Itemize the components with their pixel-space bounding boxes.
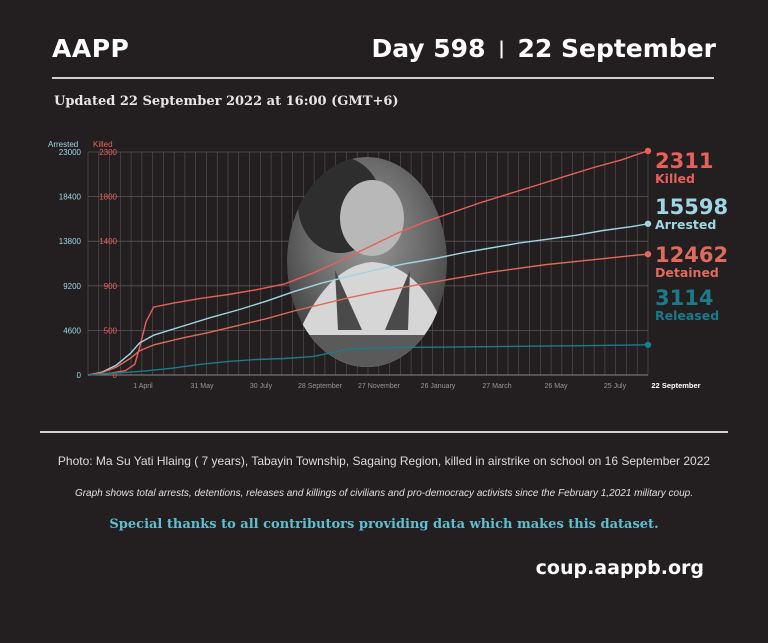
name-label-arrested: Arrested — [655, 217, 716, 232]
victim-photo — [287, 157, 447, 367]
series-line-killed — [87, 150, 649, 376]
y-tick-killed: 1800 — [99, 193, 117, 202]
x-tick-label: 28 September — [298, 383, 343, 390]
end-marker-killed — [644, 147, 652, 155]
series-line-released — [87, 344, 649, 376]
day-number: Day 598 — [371, 34, 486, 63]
day-date: 22 September — [517, 34, 717, 63]
x-tick-label: 30 July — [250, 383, 273, 390]
axis-title-killed: Killed — [93, 140, 113, 149]
graph-caption: Graph shows total arrests, detentions, r… — [74, 488, 694, 499]
value-label-killed: 2311 — [655, 149, 713, 173]
y-tick-killed: 500 — [104, 326, 118, 335]
x-tick-label: 27 March — [482, 383, 511, 390]
updated-timestamp: Updated 22 September 2022 at 16:00 (GMT+… — [54, 94, 399, 109]
x-tick-label: 25 July — [604, 383, 627, 390]
site-url[interactable]: coup.aappb.org — [535, 557, 704, 579]
x-tick-label: 22 September — [651, 381, 700, 390]
top-divider — [52, 77, 714, 79]
day-separator: | — [498, 38, 505, 59]
day-heading: Day 598 | 22 September — [371, 34, 716, 63]
trend-chart: Arrested Killed 0 0 4600 500 9200 900 13800 1400 1… — [48, 140, 728, 390]
y-tick-killed: 900 — [104, 282, 118, 291]
mid-divider — [40, 431, 728, 433]
thanks-note: Special thanks to all contributors provi… — [109, 517, 659, 532]
series-line-detained — [87, 253, 649, 376]
value-label-released: 3114 — [655, 286, 713, 310]
y-tick-arrested: 23000 — [59, 148, 82, 157]
end-marker-released — [644, 341, 652, 349]
brand-title: AAPP — [52, 34, 130, 63]
y-tick-arrested: 9200 — [63, 282, 81, 291]
x-tick-label: 1 April — [133, 383, 153, 390]
y-tick-killed: 1400 — [99, 237, 117, 246]
y-tick-arrested: 4600 — [63, 326, 81, 335]
y-tick-arrested: 18400 — [59, 193, 82, 202]
series-line-arrested — [87, 223, 649, 376]
x-tick-label: 31 May — [191, 383, 214, 390]
x-tick-label: 26 May — [545, 383, 568, 390]
name-label-detained: Detained — [655, 265, 719, 280]
axis-title-arrested: Arrested — [48, 140, 78, 149]
x-tick-label: 26 January — [421, 383, 456, 390]
name-label-released: Released — [655, 308, 719, 323]
end-marker-arrested — [644, 220, 652, 227]
y-tick-arrested: 13800 — [59, 237, 82, 246]
x-tick-label: 27 November — [358, 383, 401, 390]
y-tick-arrested: 0 — [77, 371, 82, 380]
name-label-killed: Killed — [655, 171, 695, 186]
y-tick-killed: 2300 — [99, 148, 117, 157]
photo-caption: Photo: Ma Su Yati Hlaing ( 7 years), Tab… — [57, 454, 711, 468]
y-tick-killed: 0 — [113, 371, 118, 380]
value-label-detained: 12462 — [655, 243, 728, 267]
value-label-arrested: 15598 — [655, 195, 728, 219]
end-marker-detained — [644, 250, 652, 258]
